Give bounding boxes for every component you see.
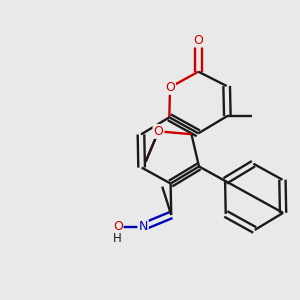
- Text: H: H: [113, 232, 122, 244]
- Text: O: O: [165, 81, 175, 94]
- Text: N: N: [138, 220, 148, 233]
- Text: O: O: [113, 220, 123, 233]
- Text: O: O: [154, 125, 164, 138]
- Text: O: O: [194, 34, 203, 46]
